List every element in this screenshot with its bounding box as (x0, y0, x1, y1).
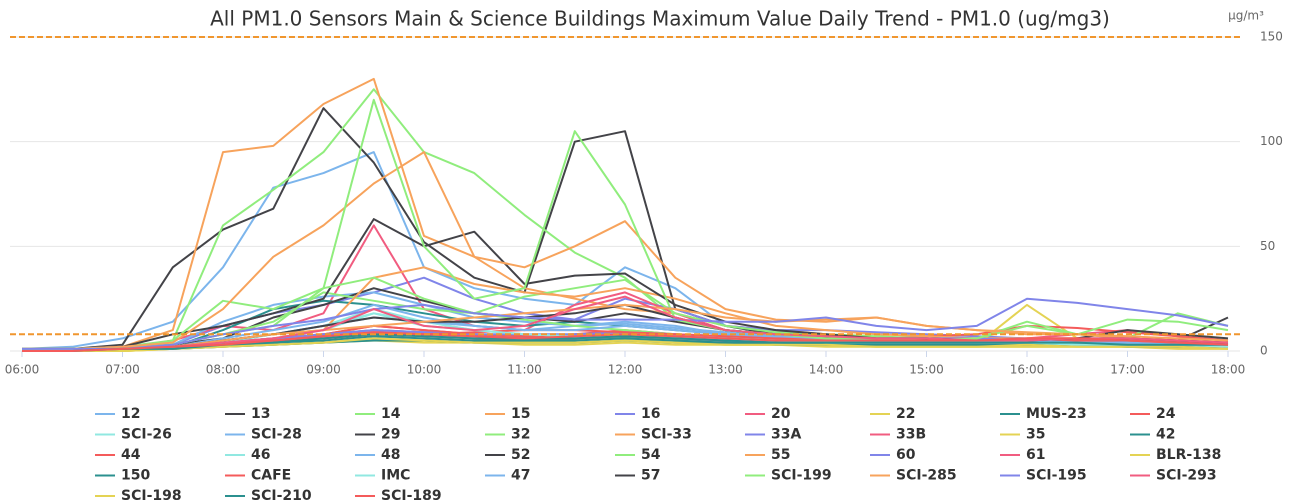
x-tick-label: 14:00 (809, 363, 844, 377)
legend-label: BLR-138 (1156, 447, 1221, 463)
x-tick-label: 17:00 (1110, 363, 1145, 377)
legend-label: 57 (641, 468, 660, 484)
x-tick-label: 07:00 (105, 363, 140, 377)
legend-label: 52 (511, 447, 530, 463)
legend-label: 54 (641, 447, 661, 463)
legend-label: 14 (381, 406, 401, 422)
x-tick-label: 08:00 (206, 363, 241, 377)
x-tick-label: 15:00 (909, 363, 944, 377)
legend-label: SCI-293 (1156, 468, 1217, 484)
legend-label: SCI-198 (121, 488, 182, 504)
legend-label: 16 (641, 406, 660, 422)
legend-label: 60 (896, 447, 916, 463)
series-line (22, 337, 1229, 352)
x-tick-label: 09:00 (306, 363, 341, 377)
series-line (22, 77, 1229, 350)
legend-label: 24 (1156, 406, 1176, 422)
legend-label: SCI-285 (896, 468, 957, 484)
y-unit: µg/m³ (1228, 9, 1264, 23)
legend-label: 15 (511, 406, 530, 422)
legend-label: SCI-210 (251, 488, 312, 504)
legend-label: SCI-33 (641, 427, 692, 443)
legend-label: SCI-199 (771, 468, 832, 484)
y-tick-label: 150 (1260, 30, 1283, 44)
legend-label: 13 (251, 406, 270, 422)
y-tick-label: 50 (1260, 239, 1275, 253)
x-tick-label: 13:00 (708, 363, 743, 377)
legend-label: SCI-28 (251, 427, 302, 443)
x-tick-label: 18:00 (1211, 363, 1246, 377)
legend-label: 33B (896, 427, 926, 443)
legend-label: 46 (251, 447, 270, 463)
legend-label: SCI-26 (121, 427, 172, 443)
x-tick-label: 06:00 (5, 363, 40, 377)
chart-title: All PM1.0 Sensors Main & Science Buildin… (210, 7, 1110, 31)
x-tick-label: 10:00 (407, 363, 442, 377)
y-tick-label: 100 (1260, 134, 1283, 148)
legend-label: IMC (381, 468, 410, 484)
legend-label: MUS-23 (1026, 406, 1087, 422)
legend-label: 20 (771, 406, 791, 422)
legend-label: 29 (381, 427, 400, 443)
legend-label: 47 (511, 468, 530, 484)
x-tick-label: 12:00 (608, 363, 643, 377)
legend-label: SCI-195 (1026, 468, 1087, 484)
legend-label: 150 (121, 468, 150, 484)
legend-label: 12 (121, 406, 140, 422)
legend-label: 33A (771, 427, 801, 443)
legend-label: CAFE (251, 468, 291, 484)
x-tick-label: 16:00 (1010, 363, 1045, 377)
legend-label: 48 (381, 447, 400, 463)
legend-label: 55 (771, 447, 790, 463)
legend-label: 35 (1026, 427, 1045, 443)
legend-label: 22 (896, 406, 915, 422)
legend-label: 32 (511, 427, 530, 443)
series-line (22, 295, 1229, 352)
legend-label: 61 (1026, 447, 1045, 463)
legend-label: SCI-189 (381, 488, 442, 504)
x-tick-label: 11:00 (507, 363, 542, 377)
y-tick-label: 0 (1260, 344, 1268, 358)
legend-label: 42 (1156, 427, 1175, 443)
series-line (22, 303, 1229, 352)
legend-label: 44 (121, 447, 141, 463)
